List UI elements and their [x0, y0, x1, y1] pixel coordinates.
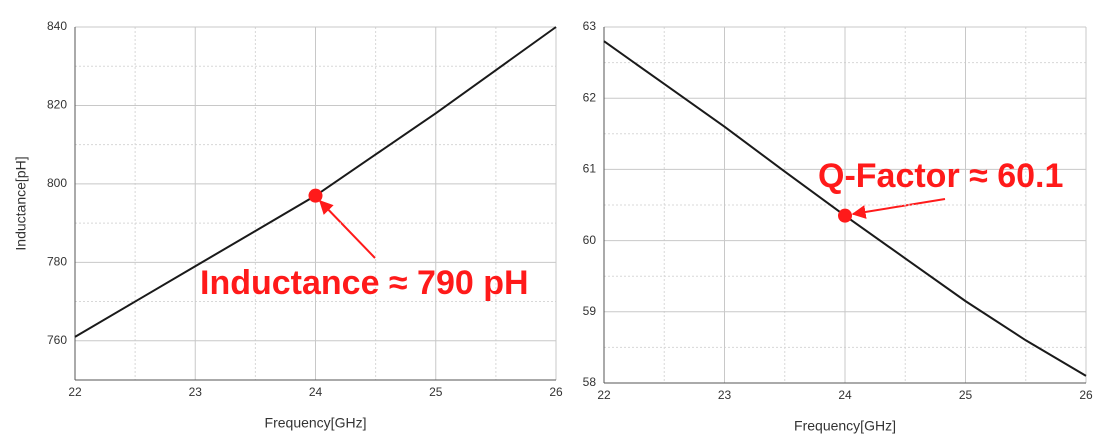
annotation: Q-Factor ≈ 60.1: [818, 157, 1063, 195]
x-tick-label: 22: [68, 385, 82, 399]
x-tick-label: 23: [718, 388, 732, 402]
y-tick-label: 780: [47, 255, 67, 269]
highlight-point: [838, 208, 852, 223]
x-tick-label: 26: [549, 385, 563, 399]
y-tick-label: 820: [47, 98, 67, 112]
y-tick-label: 840: [47, 19, 67, 33]
y-tick-label: 760: [47, 333, 67, 347]
x-axis-label: Frequency[GHz]: [794, 418, 896, 434]
x-tick-label: 25: [429, 385, 443, 399]
x-tick-label: 24: [309, 385, 323, 399]
x-axis-label: Frequency[GHz]: [265, 415, 367, 431]
y-tick-label: 800: [47, 176, 67, 190]
x-tick-label: 22: [597, 388, 611, 402]
y-tick-label: 58: [583, 375, 597, 389]
x-tick-label: 23: [189, 385, 203, 399]
y-tick-label: 59: [583, 304, 597, 318]
y-tick-label: 60: [583, 233, 597, 247]
arrow: [319, 199, 376, 259]
x-tick-label: 26: [1079, 388, 1093, 402]
y-tick-label: 61: [583, 162, 597, 176]
arrow: [851, 198, 946, 219]
x-tick-label: 25: [959, 388, 973, 402]
annotation: Inductance ≈ 790 pH: [200, 264, 529, 302]
highlight-point: [308, 188, 323, 203]
y-tick-label: 62: [583, 90, 597, 104]
y-tick-label: 63: [583, 19, 597, 33]
x-tick-label: 24: [838, 388, 852, 402]
y-axis-label: Inductance[pH]: [13, 156, 29, 250]
